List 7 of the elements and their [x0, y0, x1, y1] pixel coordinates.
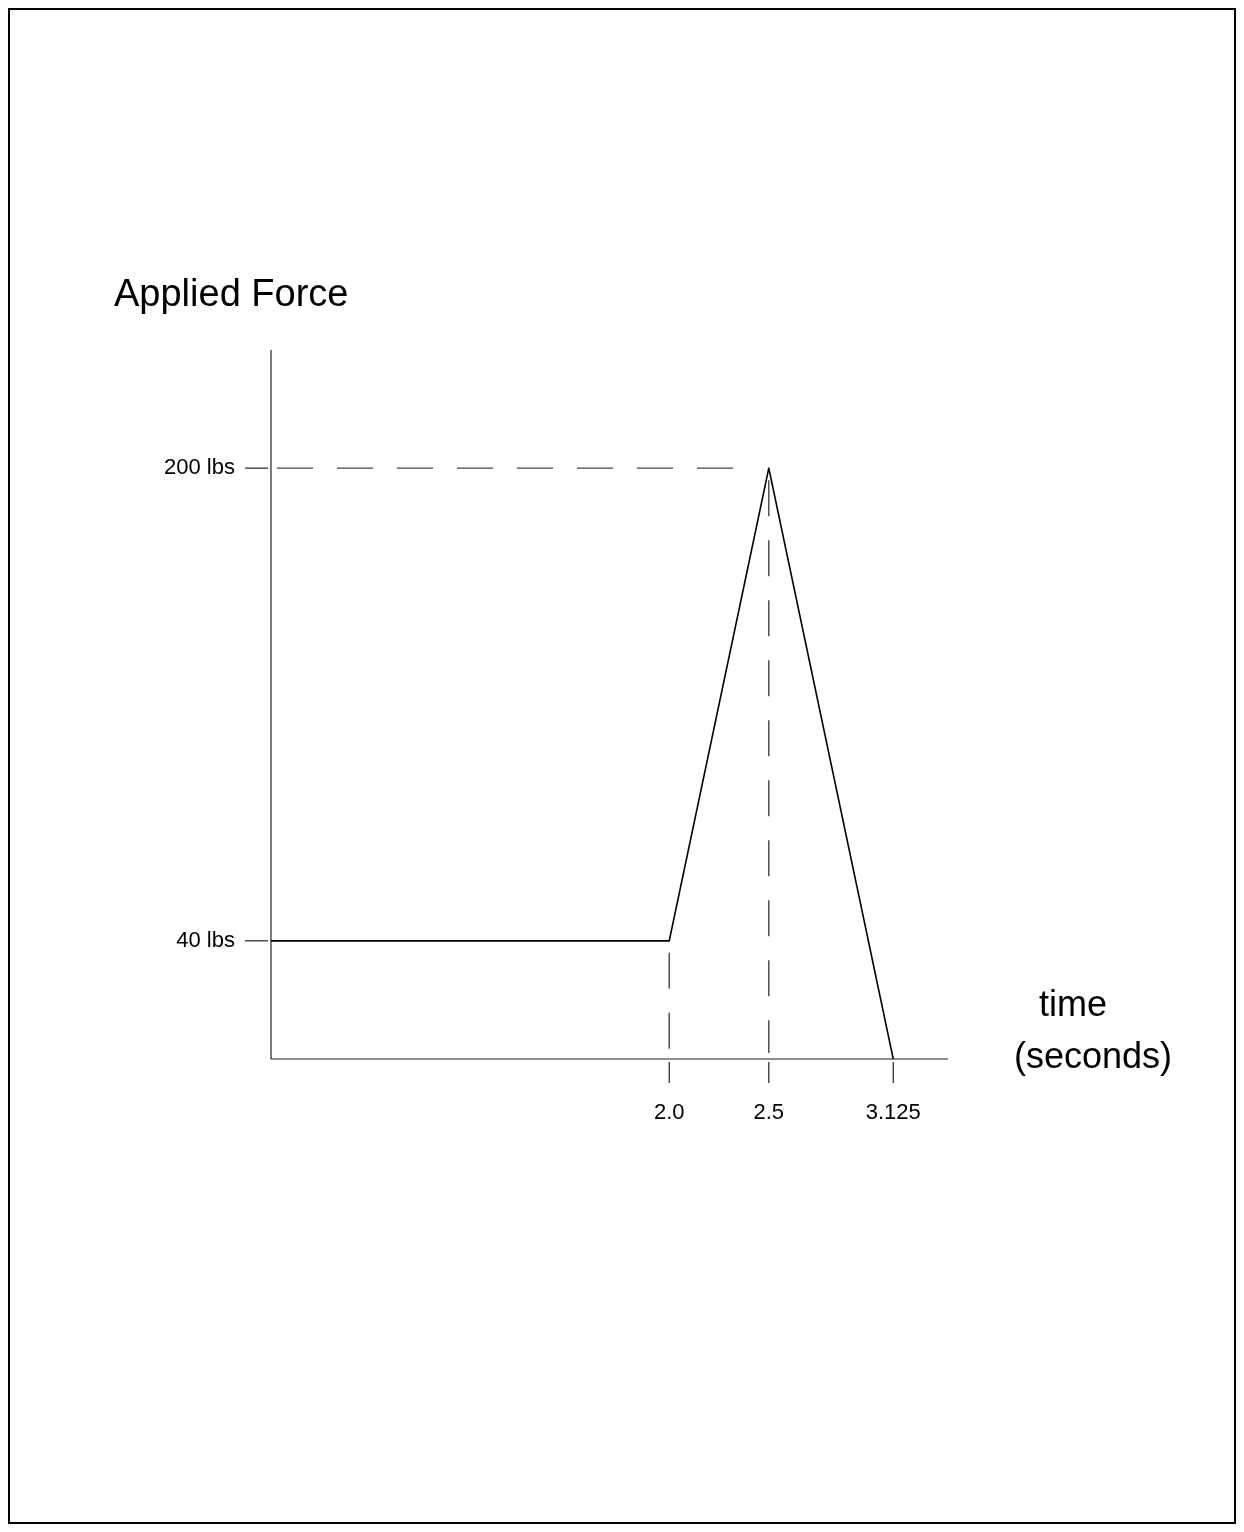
- x-axis-title: time (seconds): [1013, 983, 1173, 1076]
- y-tick-label: 40 lbs: [176, 926, 235, 952]
- y-tick-label: 200 lbs: [164, 453, 235, 479]
- x-tick-label: 3.125: [865, 1099, 921, 1124]
- x-tick-label: 2.0: [653, 1099, 685, 1124]
- x-tick-label: 2.5: [753, 1099, 785, 1124]
- y-axis-title: Applied Force: [114, 272, 349, 314]
